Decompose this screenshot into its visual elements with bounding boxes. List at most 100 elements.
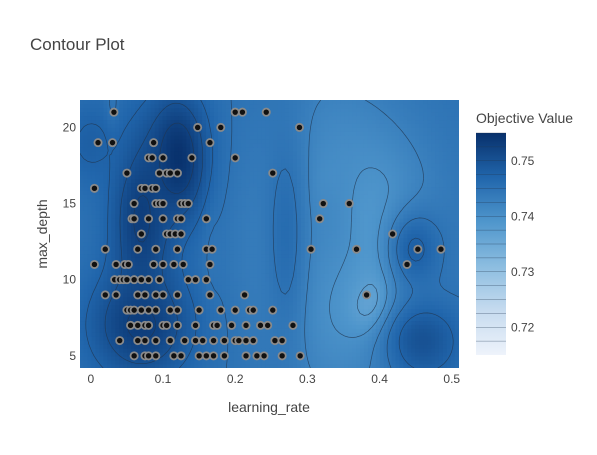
contour-cell — [91, 336, 97, 341]
contour-cell — [123, 182, 128, 188]
contour-cell — [154, 178, 160, 184]
contour-cell — [229, 300, 235, 306]
contour-cell — [284, 166, 290, 172]
contour-cell — [383, 316, 389, 322]
contour-cell — [399, 320, 405, 325]
contour-cell — [229, 363, 235, 368]
contour-cell — [91, 202, 97, 207]
contour-cell — [352, 280, 357, 286]
contour-cell — [284, 245, 290, 251]
contour-cell — [257, 186, 262, 191]
contour-cell — [367, 233, 373, 239]
contour-cell — [328, 225, 333, 231]
contour-cell — [403, 288, 408, 294]
contour-cell — [352, 217, 357, 223]
contour-cell — [442, 269, 448, 274]
contour-cell — [186, 213, 191, 219]
contour-cell — [328, 206, 333, 211]
contour-cell — [344, 304, 349, 310]
contour-cell — [107, 225, 112, 231]
contour-cell — [83, 273, 89, 278]
contour-cell — [111, 166, 116, 172]
contour-cell — [154, 328, 160, 333]
contour-cell — [162, 363, 168, 368]
contour-cell — [87, 296, 93, 302]
contour-cell — [209, 206, 215, 211]
contour-cell — [423, 344, 428, 349]
contour-cell — [182, 328, 187, 333]
contour-cell — [450, 265, 456, 270]
contour-cell — [312, 292, 318, 298]
contour-cell — [123, 288, 128, 294]
contour-cell — [158, 233, 164, 239]
contour-cell — [454, 225, 459, 231]
contour-cell — [288, 363, 294, 368]
contour-cell — [411, 202, 416, 207]
contour-cell — [288, 186, 294, 191]
contour-cell — [363, 178, 369, 184]
contour-cell — [395, 269, 401, 274]
contour-cell — [379, 257, 385, 262]
contour-cell — [454, 245, 459, 251]
contour-cell — [336, 280, 341, 286]
contour-cell — [150, 312, 156, 318]
contour-cell — [383, 225, 389, 231]
contour-cell — [320, 225, 326, 231]
contour-cell — [277, 261, 282, 266]
contour-cell — [273, 182, 278, 188]
contour-cell — [367, 332, 373, 337]
contour-cell — [332, 363, 337, 368]
contour-cell — [142, 265, 148, 270]
contour-cell — [427, 178, 432, 184]
contour-cell — [99, 202, 104, 207]
contour-cell — [363, 363, 369, 368]
contour-cell — [233, 351, 239, 357]
contour-cell — [387, 292, 393, 298]
contour-cell — [103, 336, 108, 341]
contour-cell — [340, 194, 345, 199]
contour-cell — [245, 241, 251, 247]
contour-cell — [131, 336, 136, 341]
contour-cell — [95, 221, 101, 227]
contour-cell — [316, 304, 322, 310]
contour-cell — [249, 269, 255, 274]
contour-cell — [150, 233, 156, 239]
contour-cell — [324, 332, 330, 337]
contour-cell — [304, 363, 310, 368]
contour-cell — [87, 336, 93, 341]
contour-cell — [91, 178, 97, 184]
contour-cell — [411, 304, 416, 310]
contour-cell — [356, 308, 361, 314]
contour-cell — [419, 237, 424, 243]
contour-cell — [131, 328, 136, 333]
contour-cell — [182, 178, 187, 184]
contour-cell — [107, 308, 112, 314]
contour-cell — [134, 273, 140, 278]
contour-cell — [340, 340, 345, 345]
contour-cell — [308, 359, 314, 365]
contour-cell — [383, 288, 389, 294]
contour-cell — [245, 363, 251, 368]
contour-cell — [245, 347, 251, 353]
contour-cell — [296, 233, 302, 239]
contour-cell — [360, 308, 365, 314]
contour-cell — [166, 237, 172, 243]
contour-cell — [292, 355, 298, 361]
contour-cell — [269, 332, 274, 337]
contour-cell — [340, 363, 345, 368]
contour-cell — [198, 233, 203, 239]
contour-cell — [296, 312, 302, 318]
contour-cell — [103, 265, 108, 270]
contour-cell — [178, 288, 183, 294]
contour-cell — [146, 233, 152, 239]
contour-cell — [80, 312, 85, 318]
contour-cell — [107, 277, 112, 282]
contour-cell — [95, 190, 101, 195]
contour-cell — [269, 241, 274, 247]
contour-cell — [450, 217, 456, 223]
contour-cell — [87, 182, 93, 188]
contour-cell — [265, 253, 270, 258]
contour-cell — [292, 170, 298, 176]
contour-cell — [269, 229, 274, 235]
contour-cell — [111, 217, 116, 223]
